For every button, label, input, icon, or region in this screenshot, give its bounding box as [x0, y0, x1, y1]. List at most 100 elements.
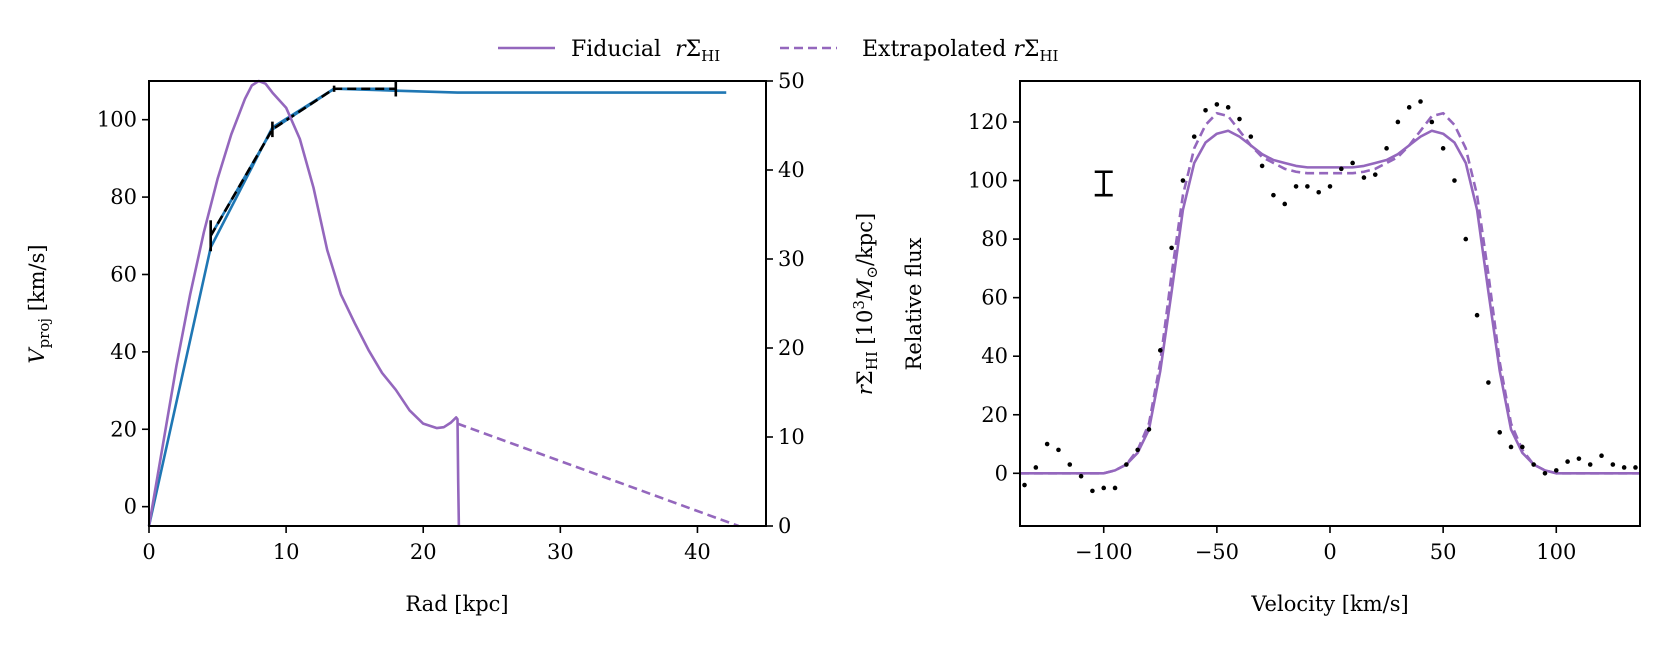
- left-x-tick-label: 40: [684, 540, 711, 564]
- right-x-label: Velocity [km/s]: [1250, 592, 1408, 616]
- flux-point: [1463, 236, 1469, 242]
- flux-point: [1372, 172, 1378, 177]
- left-y-tick-label: 60: [110, 262, 137, 286]
- right-y-tick-label: 120: [968, 110, 1008, 134]
- flux-point: [1350, 160, 1355, 166]
- right-axes-frame: [1019, 80, 1641, 527]
- right-series-group: [1020, 99, 1640, 494]
- left-x-tick-label: 10: [273, 540, 300, 564]
- flux-point: [1112, 485, 1118, 491]
- right-x-tick-label: 50: [1430, 540, 1457, 564]
- flux-point: [1146, 427, 1152, 432]
- flux-point: [1587, 462, 1593, 467]
- flux-point: [1090, 488, 1095, 494]
- flux-point: [1474, 312, 1480, 318]
- flux-point: [1124, 462, 1129, 467]
- flux-point: [1361, 175, 1367, 180]
- line-profile-panel: −100 −50 0 50 100 0 20 40 60 80 100 120 Velocity […: [902, 80, 1641, 616]
- flux-point: [1384, 146, 1389, 151]
- flux-point: [1520, 444, 1525, 450]
- right-y-tick-label: 40: [981, 344, 1008, 368]
- left-y-tick-label: 40: [110, 340, 137, 364]
- flux-point: [1633, 465, 1638, 470]
- left-plot-area: [147, 79, 740, 528]
- measured-curve-blue-under: [209, 87, 396, 237]
- legend-fiducial-label: Fiducial rΣHI: [571, 37, 720, 65]
- flux-point: [1316, 189, 1321, 195]
- flux-point: [1248, 134, 1254, 139]
- flux-point: [1135, 447, 1140, 453]
- flux-point: [1078, 473, 1084, 479]
- flux-point: [1259, 163, 1265, 169]
- left-y-tick-label: 80: [110, 185, 137, 209]
- flux-point: [1486, 380, 1491, 385]
- flux-point: [1203, 107, 1208, 113]
- left-axes-frame: [148, 80, 767, 527]
- flux-point: [1101, 485, 1107, 491]
- flux-point: [1508, 444, 1514, 450]
- flux-point: [1621, 465, 1627, 470]
- left-y-tick-label: 100: [97, 108, 137, 132]
- left-x-ticks: 0 10 20 30 40: [142, 526, 711, 564]
- right-y-tick-label: 100: [968, 169, 1008, 193]
- right-series-0: [1020, 129, 1640, 475]
- left-y2-tick-label: 40: [778, 158, 805, 182]
- left-y-tick-label: 20: [110, 417, 137, 441]
- flux-point: [1056, 447, 1061, 453]
- right-y-label: Relative flux: [902, 237, 926, 370]
- flux-point: [1327, 184, 1333, 189]
- flux-point: [1429, 119, 1435, 125]
- right-x-ticks: −100 −50 0 50 100: [1075, 526, 1576, 564]
- left-y-label: Vproj [km/s]: [25, 244, 53, 363]
- flux-point: [1033, 465, 1039, 470]
- flux-point: [1418, 99, 1423, 104]
- left-y2-tick-label: 0: [778, 514, 791, 538]
- right-plot-area: [1020, 99, 1640, 494]
- right-x-tick-label: 0: [1323, 540, 1336, 564]
- left-y2-tick-label: 20: [778, 336, 805, 360]
- left-y2-label: rΣHI [103M⊙/kpc]: [850, 213, 881, 395]
- flux-point: [1497, 430, 1503, 435]
- right-x-tick-label: −100: [1075, 540, 1133, 564]
- flux-point: [1339, 166, 1344, 172]
- legend: Fiducial rΣHI Extrapolated rΣHI: [498, 37, 1059, 65]
- flux-point: [1237, 116, 1242, 122]
- right-y-tick-label: 60: [981, 286, 1008, 310]
- flux-point: [1406, 105, 1412, 110]
- left-x-label: Rad [kpc]: [405, 592, 508, 616]
- left-y2-tick-label: 30: [778, 247, 805, 271]
- flux-point: [1440, 146, 1446, 151]
- flux-point: [1067, 462, 1073, 467]
- right-x-tick-label: 100: [1536, 540, 1576, 564]
- right-y-tick-label: 80: [981, 227, 1008, 251]
- flux-point: [1565, 459, 1570, 464]
- flux-point: [1531, 462, 1536, 467]
- legend-extrapolated-label: Extrapolated rΣHI: [862, 37, 1059, 65]
- left-y2-tick-label: 50: [778, 69, 805, 93]
- flux-point: [1452, 178, 1457, 183]
- left-x-tick-label: 30: [547, 540, 574, 564]
- left-y2-ticks: 0 10 20 30 40 50: [766, 69, 805, 538]
- right-y-ticks: 0 20 40 60 80 100 120: [968, 110, 1020, 485]
- flux-point: [1044, 441, 1050, 447]
- flux-point: [1180, 178, 1186, 183]
- measured-curve-dashed: [209, 87, 396, 237]
- left-series-0: [147, 87, 727, 527]
- right-y-tick-label: 20: [981, 403, 1008, 427]
- left-x-tick-label: 0: [142, 540, 155, 564]
- left-series-3: [457, 422, 740, 528]
- flux-point: [1191, 134, 1197, 139]
- flux-point: [1225, 105, 1231, 110]
- flux-point: [1022, 482, 1027, 488]
- flux-point: [1542, 471, 1548, 476]
- left-y-tick-label: 0: [124, 495, 137, 519]
- flux-point: [1610, 462, 1616, 467]
- flux-point: [1553, 468, 1559, 473]
- left-x-tick-label: 20: [410, 540, 437, 564]
- flux-point: [1576, 456, 1582, 461]
- flux-point: [1395, 119, 1401, 125]
- right-y-tick-label: 0: [995, 461, 1008, 485]
- flux-point: [1271, 192, 1276, 198]
- flux-point: [1293, 184, 1299, 189]
